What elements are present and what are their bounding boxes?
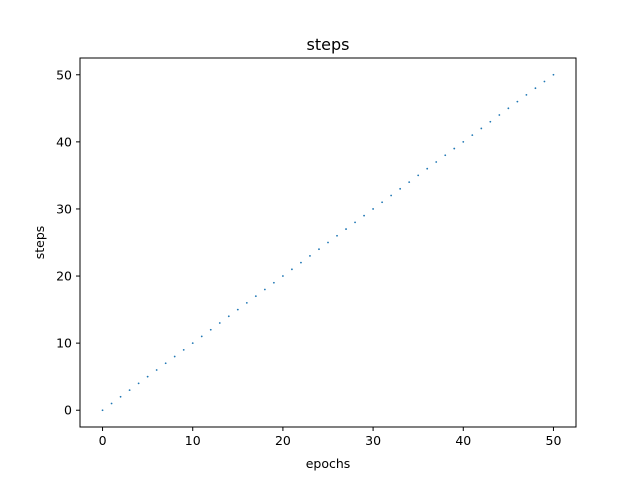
data-point xyxy=(282,275,284,277)
x-tick-label: 30 xyxy=(365,433,381,448)
y-tick-label: 0 xyxy=(64,403,72,418)
y-axis-ticks: 0 10 20 30 40 50 xyxy=(56,67,80,418)
axes-frame xyxy=(79,57,577,428)
data-point xyxy=(128,389,131,391)
data-point xyxy=(146,375,149,378)
data-point xyxy=(390,194,393,197)
data-point xyxy=(119,395,122,398)
data-point xyxy=(435,161,438,163)
data-point xyxy=(137,382,140,385)
data-point xyxy=(354,221,356,224)
data-point xyxy=(327,241,329,244)
data-point xyxy=(399,187,402,190)
data-point xyxy=(200,335,203,338)
data-point xyxy=(363,214,365,217)
data-point xyxy=(236,308,239,311)
data-point xyxy=(489,120,492,123)
data-point xyxy=(417,174,420,177)
x-axis-label: epochs xyxy=(306,456,351,471)
data-point xyxy=(209,328,212,331)
data-point xyxy=(254,295,257,298)
data-point xyxy=(372,208,374,210)
data-point xyxy=(173,355,176,358)
data-point xyxy=(245,301,248,304)
data-point xyxy=(263,288,266,291)
y-tick-label: 30 xyxy=(56,201,72,216)
y-tick-label: 20 xyxy=(56,269,72,284)
data-point xyxy=(300,261,302,264)
data-point xyxy=(182,348,185,351)
x-tick-label: 40 xyxy=(455,433,471,448)
data-point xyxy=(345,228,347,230)
data-point xyxy=(498,114,501,116)
x-tick-label: 0 xyxy=(99,433,107,448)
data-point xyxy=(543,80,546,83)
data-point xyxy=(191,342,194,345)
data-point xyxy=(552,73,555,76)
y-tick-label: 40 xyxy=(56,134,72,149)
data-point xyxy=(336,234,338,237)
data-point xyxy=(426,167,429,170)
data-point xyxy=(227,315,230,318)
x-tick-label: 10 xyxy=(185,433,201,448)
data-point xyxy=(218,322,221,324)
y-axis-label: steps xyxy=(32,226,47,260)
data-point xyxy=(101,409,104,412)
x-tick-label: 20 xyxy=(275,433,291,448)
chart-title: steps xyxy=(307,35,350,54)
data-point xyxy=(453,147,456,150)
y-tick-label: 50 xyxy=(56,67,72,82)
x-axis-ticks: 0 10 20 30 40 50 xyxy=(99,427,562,448)
data-point xyxy=(471,134,474,137)
data-point xyxy=(155,369,158,371)
data-point xyxy=(381,201,384,204)
y-tick-label: 10 xyxy=(56,336,72,351)
plot-area: 0 10 20 30 40 50 0 10 20 30 40 50 xyxy=(56,57,577,448)
data-point xyxy=(444,154,447,157)
data-point xyxy=(480,127,483,130)
data-point xyxy=(525,94,528,96)
data-point xyxy=(164,362,167,365)
data-point xyxy=(507,107,510,110)
data-point xyxy=(408,181,411,184)
data-point xyxy=(534,87,537,90)
data-point xyxy=(291,268,293,271)
data-point xyxy=(272,281,275,284)
data-point xyxy=(516,100,519,103)
data-point xyxy=(462,140,465,143)
x-tick-label: 50 xyxy=(546,433,562,448)
data-point xyxy=(318,248,320,251)
data-series xyxy=(101,73,555,412)
data-point xyxy=(309,255,311,257)
data-point xyxy=(110,402,113,405)
